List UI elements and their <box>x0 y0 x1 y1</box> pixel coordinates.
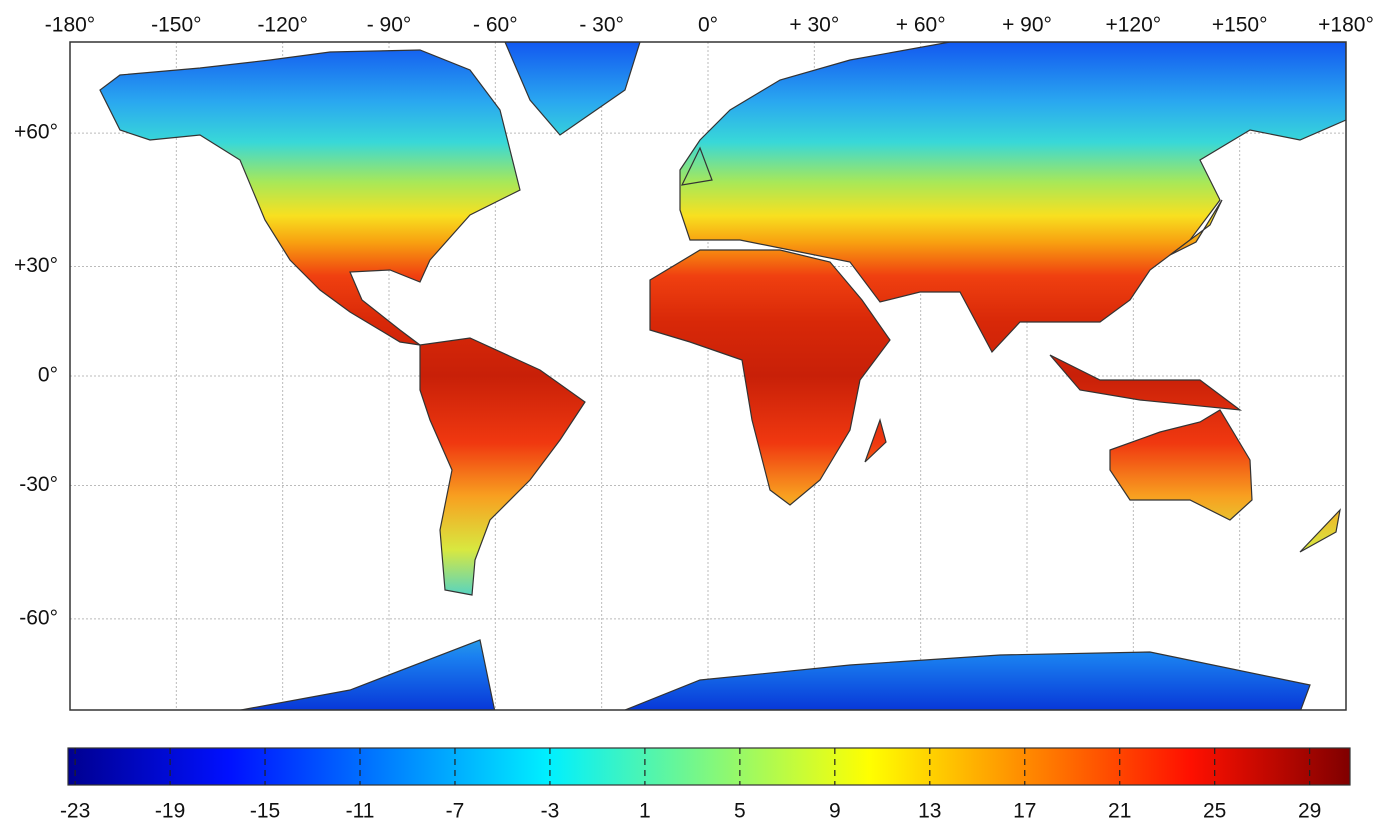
colorbar-tick-label: -19 <box>155 800 185 823</box>
lon-tick-label: + 30° <box>789 14 839 37</box>
map-frame <box>69 41 1347 711</box>
lon-tick-label: - 90° <box>367 14 412 37</box>
greenland <box>504 42 641 136</box>
lon-tick-label: - 30° <box>579 14 624 37</box>
madagascar <box>864 418 887 463</box>
new-zealand <box>1299 508 1341 553</box>
colorbar-tick-label: 5 <box>734 800 746 823</box>
colorbar-tick-label: -7 <box>446 800 465 823</box>
lon-tick-label: - 60° <box>473 14 518 37</box>
colorbar-tick-label: 1 <box>639 800 651 823</box>
lon-tick-label: 0° <box>698 14 718 37</box>
lon-tick-label: + 90° <box>1002 14 1052 37</box>
eurasia <box>679 42 1346 354</box>
lon-tick-label: -180° <box>45 14 95 37</box>
indonesia <box>1049 354 1243 411</box>
lat-tick-label: +60° <box>14 121 58 144</box>
south-america <box>419 337 586 596</box>
lon-tick-label: +180° <box>1318 14 1374 37</box>
lat-tick-label: -60° <box>19 606 58 629</box>
lon-tick-label: +150° <box>1212 14 1268 37</box>
antarctic-peninsula <box>237 639 496 710</box>
colorbar-tick-label: -15 <box>250 800 280 823</box>
colorbar-tick-label: -11 <box>346 800 375 823</box>
colorbar-tick-label: -23 <box>60 800 90 823</box>
lon-tick-label: -150° <box>151 14 201 37</box>
lat-tick-label: -30° <box>19 473 58 496</box>
colorbar <box>67 747 1351 786</box>
lat-tick-label: 0° <box>38 364 58 387</box>
colorbar-tick-label: 29 <box>1298 800 1321 823</box>
colorbar-tick-label: 25 <box>1203 800 1226 823</box>
colorbar-tick-label: 13 <box>918 800 941 823</box>
colorbar-tick-label: 17 <box>1013 800 1036 823</box>
lat-tick-label: +30° <box>14 254 58 277</box>
australia <box>1109 409 1253 521</box>
land <box>99 42 1346 710</box>
north-america <box>99 49 521 346</box>
colorbar-tick-label: 9 <box>829 800 841 823</box>
antarctica <box>623 651 1311 710</box>
lon-tick-label: -120° <box>257 14 307 37</box>
colorbar-tick-label: -3 <box>541 800 560 823</box>
africa <box>649 249 891 506</box>
great-britain <box>680 146 713 186</box>
lon-tick-label: +120° <box>1105 14 1161 37</box>
japan <box>1169 199 1223 256</box>
colorbar-tick-label: 21 <box>1108 800 1131 823</box>
lon-tick-label: + 60° <box>896 14 946 37</box>
